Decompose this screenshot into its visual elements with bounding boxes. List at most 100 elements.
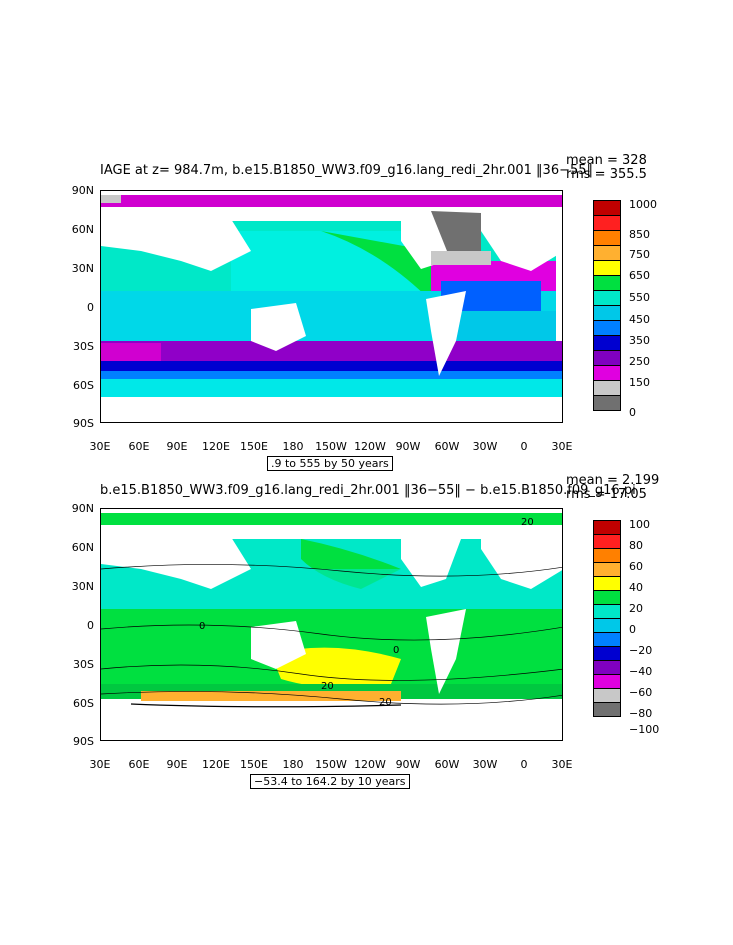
y-tick: 30N <box>71 580 94 593</box>
x-tick: 150W <box>315 758 347 771</box>
x-tick: 120W <box>354 440 386 453</box>
range-note: .9 to 555 by 50 years <box>267 456 393 471</box>
legend-level: −80 <box>629 707 653 720</box>
x-tick: 0 <box>520 758 528 771</box>
contour-label: 20 <box>321 681 334 692</box>
legend-level: 750 <box>629 248 650 261</box>
legend-swatch <box>593 646 621 661</box>
range-note: −53.4 to 164.2 by 10 years <box>250 774 410 789</box>
legend-level: 80 <box>629 539 643 552</box>
y-tick: 0 <box>87 619 94 632</box>
legend-level: 20 <box>629 602 643 615</box>
x-tick: 30E <box>551 440 573 453</box>
x-tick: 90E <box>166 758 188 771</box>
legend-swatch <box>593 660 621 675</box>
contour-label: 20 <box>521 517 534 528</box>
legend-swatch <box>593 632 621 647</box>
map-plot <box>100 190 563 423</box>
legend-level: 1000 <box>629 198 657 211</box>
legend-swatch <box>593 562 621 577</box>
legend-swatch <box>593 215 621 231</box>
x-tick: 30E <box>551 758 573 771</box>
legend-level: 250 <box>629 355 650 368</box>
contour-label: 20 <box>379 697 392 708</box>
contour-label: 0 <box>393 645 399 656</box>
legend-swatch <box>593 604 621 619</box>
legend-level: 150 <box>629 376 650 389</box>
legend-swatch <box>593 230 621 246</box>
map-plot: 0 0 20 20 20 <box>100 508 563 741</box>
legend-swatch <box>593 260 621 276</box>
legend-level: 100 <box>629 518 650 531</box>
legend-level: 60 <box>629 560 643 573</box>
x-tick: 120E <box>202 440 230 453</box>
x-tick: 60E <box>128 440 150 453</box>
y-tick: 60N <box>71 223 94 236</box>
y-tick: 90S <box>73 417 94 430</box>
legend-swatch <box>593 674 621 689</box>
map-svg: 0 0 20 20 20 <box>101 509 562 740</box>
legend-level: 0 <box>629 406 636 419</box>
x-tick: 30E <box>89 440 111 453</box>
stat-rms: rms = 17.05 <box>566 487 647 502</box>
stat-mean: mean = 328 <box>566 153 647 168</box>
legend-level: 650 <box>629 269 650 282</box>
legend-swatch <box>593 618 621 633</box>
chart-title: IAGE at z= 984.7m, b.e15.B1850_WW3.f09_g… <box>100 163 594 178</box>
x-tick: 180 <box>282 758 304 771</box>
legend-level: −20 <box>629 644 653 657</box>
legend-swatch <box>593 520 621 535</box>
x-tick: 90E <box>166 440 188 453</box>
x-tick: 30W <box>472 758 498 771</box>
map-svg <box>101 191 562 422</box>
legend-level: −60 <box>629 686 653 699</box>
legend-level: 40 <box>629 581 643 594</box>
legend-swatch <box>593 275 621 291</box>
y-tick: 60S <box>73 379 94 392</box>
legend-level: 550 <box>629 291 650 304</box>
x-tick: 0 <box>520 440 528 453</box>
x-tick: 180 <box>282 440 304 453</box>
legend-level: 850 <box>629 228 650 241</box>
legend-swatch <box>593 548 621 563</box>
legend-level: 450 <box>629 313 650 326</box>
y-tick: 90N <box>71 502 94 515</box>
x-tick: 60E <box>128 758 150 771</box>
x-tick: 150W <box>315 440 347 453</box>
y-tick: 60N <box>71 541 94 554</box>
y-tick: 60S <box>73 697 94 710</box>
x-tick: 60W <box>434 758 460 771</box>
y-tick: 30S <box>73 658 94 671</box>
panel-iage: IAGE at z= 984.7m, b.e15.B1850_WW3.f09_g… <box>0 0 733 472</box>
y-tick: 30S <box>73 340 94 353</box>
x-tick: 120E <box>202 758 230 771</box>
legend-level: 350 <box>629 334 650 347</box>
y-tick: 0 <box>87 301 94 314</box>
x-tick: 90W <box>395 440 421 453</box>
x-tick: 150E <box>240 440 268 453</box>
legend-level: −40 <box>629 665 653 678</box>
legend-swatch <box>593 702 621 717</box>
x-tick: 150E <box>240 758 268 771</box>
chart-title: b.e15.B1850_WW3.f09_g16.lang_redi_2hr.00… <box>100 483 636 498</box>
legend-swatch <box>593 534 621 549</box>
x-tick: 90W <box>395 758 421 771</box>
contour-label: 0 <box>199 621 205 632</box>
y-tick: 30N <box>71 262 94 275</box>
x-tick: 60W <box>434 440 460 453</box>
legend-swatch <box>593 200 621 216</box>
y-tick: 90N <box>71 184 94 197</box>
legend-swatch <box>593 576 621 591</box>
x-tick: 120W <box>354 758 386 771</box>
legend-level: −100 <box>629 723 660 736</box>
legend-swatch <box>593 395 621 411</box>
stat-mean: mean = 2.199 <box>566 473 660 488</box>
legend-swatch <box>593 688 621 703</box>
legend-swatch <box>593 590 621 605</box>
x-tick: 30E <box>89 758 111 771</box>
legend-level: 0 <box>629 623 636 636</box>
panel-difference: b.e15.B1850_WW3.f09_g16.lang_redi_2hr.00… <box>0 318 733 790</box>
stat-rms: rms = 355.5 <box>566 167 647 182</box>
legend-swatch <box>593 245 621 261</box>
legend-swatch <box>593 290 621 306</box>
